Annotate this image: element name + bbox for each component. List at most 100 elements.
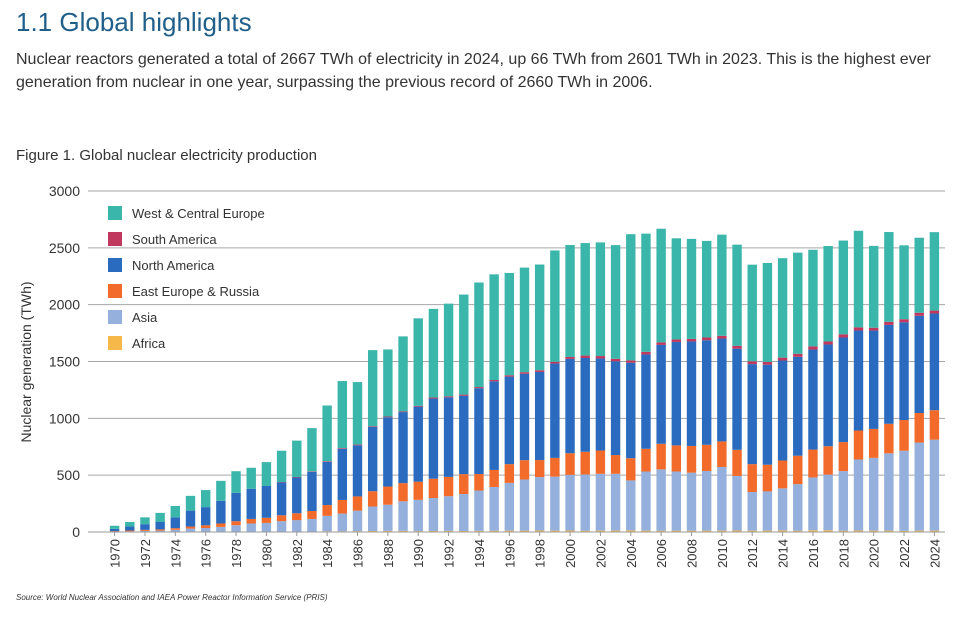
bar-segment-west-central-europe — [413, 318, 423, 406]
bar-stack-2000 — [565, 244, 575, 532]
bar-segment-east-europe-russia — [398, 483, 408, 502]
bar-segment-asia — [701, 470, 712, 531]
bar-stack-1993 — [459, 294, 469, 532]
bar-segment-asia — [322, 515, 332, 532]
bar-segment-west-central-europe — [428, 308, 439, 398]
bar-segment-asia — [155, 530, 165, 532]
bar-segment-west-central-europe — [443, 303, 454, 397]
bar-segment-north-america — [109, 528, 120, 532]
bar-segment-east-europe-russia — [808, 449, 818, 478]
bar-segment-asia — [641, 471, 651, 531]
bar-segment-west-central-europe — [884, 232, 894, 322]
bar-segment-asia — [914, 442, 924, 531]
bar-segment-asia — [808, 477, 818, 531]
bar-segment-north-america — [322, 461, 332, 506]
bar-stack-2022 — [899, 245, 909, 532]
bar-segment-north-america — [504, 376, 515, 465]
bar-segment-north-america — [307, 471, 317, 511]
x-tick-label: 2010 — [715, 539, 730, 568]
bar-segment-north-america — [853, 330, 864, 431]
bar-segment-south-america — [489, 380, 499, 382]
bar-segment-west-central-europe — [777, 258, 788, 358]
bar-segment-north-america — [641, 354, 651, 449]
bar-segment-asia — [671, 471, 682, 531]
bar-stack-1991 — [428, 308, 439, 532]
bar-segment-africa — [489, 530, 499, 532]
bar-segment-west-central-europe — [641, 233, 651, 352]
bar-segment-south-america — [367, 426, 378, 427]
bar-stack-1990 — [413, 318, 423, 532]
intro-paragraph: Nuclear reactors generated a total of 26… — [16, 51, 931, 91]
legend-swatch — [108, 284, 122, 298]
bar-segment-east-europe-russia — [565, 453, 575, 475]
x-tick-label: 1972 — [138, 539, 153, 568]
bar-segment-south-america — [474, 387, 484, 389]
x-tick-label: 1990 — [411, 539, 426, 568]
bar-stack-2013 — [762, 262, 773, 532]
bar-segment-asia — [231, 525, 241, 532]
bar-segment-east-europe-russia — [292, 513, 302, 521]
x-tick-label: 2022 — [897, 539, 912, 568]
bar-segment-west-central-europe — [459, 294, 469, 395]
x-tick-label: 1980 — [259, 539, 274, 568]
bar-segment-north-america — [413, 406, 423, 482]
bar-segment-asia — [595, 473, 606, 531]
bar-segment-asia — [868, 457, 879, 531]
x-tick-label: 1986 — [351, 539, 366, 568]
x-tick-label: 2018 — [836, 539, 851, 568]
bar-segment-east-europe-russia — [626, 458, 636, 481]
x-tick-label: 1992 — [442, 539, 457, 568]
legend-item-north-america: North America — [108, 258, 215, 273]
bar-segment-north-america — [868, 330, 879, 429]
bar-segment-south-america — [686, 338, 697, 342]
bar-segment-east-europe-russia — [125, 530, 135, 532]
bar-segment-west-central-europe — [868, 245, 879, 328]
bar-segment-south-america — [671, 339, 682, 342]
bar-segment-west-central-europe — [565, 244, 575, 357]
bar-stack-1994 — [474, 282, 484, 532]
bar-segment-south-america — [550, 361, 560, 364]
bar-segment-east-europe-russia — [793, 455, 803, 485]
bar-segment-south-america — [884, 321, 894, 325]
bar-segment-north-america — [155, 522, 165, 530]
bar-segment-asia — [580, 474, 590, 531]
y-tick-label: 1000 — [49, 410, 80, 426]
bar-stack-1996 — [504, 272, 515, 532]
legend-item-asia: Asia — [108, 310, 158, 325]
bar-segment-asia — [747, 491, 757, 531]
bar-stack-2005 — [641, 233, 651, 532]
bar-segment-west-central-europe — [489, 274, 499, 381]
bar-segment-west-central-europe — [246, 467, 256, 489]
bar-segment-asia — [443, 496, 454, 531]
bar-segment-africa — [459, 530, 469, 532]
x-tick-label: 1994 — [472, 539, 487, 568]
bar-segment-west-central-europe — [200, 490, 211, 508]
bar-segment-north-america — [656, 344, 666, 444]
bar-segment-west-central-europe — [322, 405, 332, 462]
x-tick-label: 1996 — [502, 539, 517, 568]
bar-stack-1972 — [140, 517, 150, 532]
y-tick-label: 500 — [57, 467, 81, 483]
bar-segment-east-europe-russia — [747, 464, 757, 492]
bar-stack-2015 — [793, 252, 803, 532]
bar-segment-south-america — [747, 361, 757, 365]
bar-stack-2011 — [732, 244, 742, 532]
bar-segment-west-central-europe — [185, 495, 196, 511]
bar-stack-1986 — [352, 382, 363, 532]
bar-segment-west-central-europe — [899, 245, 909, 320]
bar-stack-1971 — [125, 522, 135, 532]
bar-segment-west-central-europe — [307, 428, 317, 472]
bar-segment-africa — [443, 530, 454, 532]
bar-segment-asia — [413, 499, 423, 532]
bar-segment-west-central-europe — [261, 462, 272, 486]
bar-segment-africa — [717, 530, 727, 532]
bar-segment-east-europe-russia — [595, 450, 606, 474]
bar-segment-africa — [884, 530, 894, 532]
legend: West & Central Europe South America North … — [108, 206, 265, 351]
y-tick-label: 1500 — [49, 354, 80, 370]
bar-segment-east-europe-russia — [352, 496, 363, 511]
bar-segment-africa — [398, 530, 408, 532]
bar-segment-asia — [823, 474, 833, 531]
legend-item-south-america: South America — [108, 232, 217, 247]
